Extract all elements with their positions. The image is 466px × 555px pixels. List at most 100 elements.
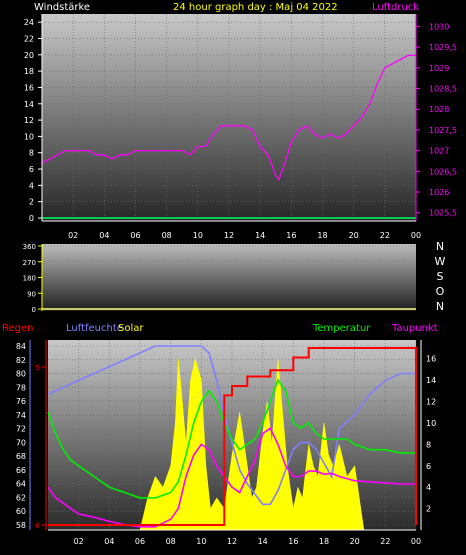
time-axis-tick-label: 20 — [350, 537, 360, 546]
direction-axis-tick-label: 90 — [27, 290, 36, 298]
pressure-wind-plot-area — [42, 14, 416, 221]
humidity-line — [47, 345, 416, 506]
time-axis-tick-label: 06 — [130, 231, 140, 240]
time-axis-tick-label: 18 — [319, 537, 329, 546]
direction-axis-tick-label: 0 — [32, 306, 36, 314]
pressure-axis-tick-label: 1028 — [429, 105, 449, 114]
legend-humidity: Luftfeuchte — [66, 323, 123, 334]
temperature-axis-tick-label: 14 — [426, 376, 436, 385]
time-axis-tick-label: 20 — [349, 231, 359, 240]
top-axis-ticks: 0246810121416182022241025,510261026,5102… — [24, 14, 457, 240]
wind-axis-tick-label: 18 — [24, 67, 34, 76]
wind-axis-tick-label: 0 — [29, 214, 34, 223]
compass-label: O — [436, 285, 445, 298]
humidity-axis-tick-label: 78 — [16, 383, 26, 392]
pressure-axis-tick-label: 1027 — [429, 147, 449, 156]
time-axis-tick-label: 08 — [162, 231, 172, 240]
wind-axis-tick-label: 14 — [24, 100, 34, 109]
humidity-axis-tick-label: 66 — [16, 466, 26, 475]
temperature-axis-tick-label: 6 — [426, 462, 431, 471]
humidity-axis-tick-label: 68 — [16, 452, 26, 461]
humidity-axis-tick-label: 64 — [16, 480, 26, 489]
top-series — [41, 54, 416, 219]
temperature-axis-tick-label: 10 — [426, 419, 436, 428]
wind-axis-tick-label: 22 — [24, 34, 34, 43]
time-axis-tick-label: 22 — [380, 537, 390, 546]
humidity-axis-tick-label: 80 — [16, 370, 26, 379]
bottom-series — [47, 345, 417, 531]
temperature-line — [47, 378, 416, 499]
pressure-axis-tick-label: 1026,5 — [429, 167, 457, 176]
compass-label: S — [437, 270, 444, 283]
wind-axis-tick-label: 2 — [29, 198, 34, 207]
wind-axis-tick-label: 16 — [24, 83, 34, 92]
direction-axis-tick-label: 270 — [23, 259, 36, 267]
time-axis-tick-label: 10 — [193, 231, 203, 240]
time-axis-tick-label: 22 — [380, 231, 390, 240]
rain-axis-tick-label: 5 — [36, 364, 40, 372]
time-axis-tick-label: 00 — [411, 537, 421, 546]
time-axis-tick-label: 08 — [166, 537, 176, 546]
pressure-axis-tick-label: 1028,5 — [429, 85, 457, 94]
time-axis-tick-label: 04 — [99, 231, 109, 240]
humidity-axis-tick-label: 76 — [16, 397, 26, 406]
pressure-label: Luftdruck — [372, 2, 419, 13]
time-axis-tick-label: 16 — [288, 537, 298, 546]
temperature-axis-tick-label: 8 — [426, 440, 431, 449]
time-axis-tick-label: 02 — [74, 537, 84, 546]
pressure-axis-tick-label: 1030 — [429, 22, 449, 31]
wind-axis-tick-label: 20 — [24, 51, 34, 60]
humidity-axis-tick-label: 62 — [16, 493, 26, 502]
humidity-axis-tick-label: 60 — [16, 507, 26, 516]
direction-axis-tick-label: 180 — [23, 275, 36, 283]
time-axis-tick-label: 10 — [196, 537, 206, 546]
wind-axis-tick-label: 24 — [24, 18, 34, 27]
legend-dewpoint: Taupunkt — [391, 323, 438, 334]
wind-axis-tick-label: 8 — [29, 149, 34, 158]
time-axis-tick-label: 18 — [317, 231, 327, 240]
temperature-axis-tick-label: 4 — [426, 483, 431, 492]
wind-axis-tick-label: 12 — [24, 116, 34, 125]
time-axis-tick-label: 14 — [258, 537, 268, 546]
pressure-axis-tick-label: 1025,5 — [429, 209, 457, 218]
temperature-axis-tick-label: 12 — [426, 398, 436, 407]
legend-temperature: Temperatur — [312, 323, 371, 334]
rain-axis-tick-label: 0 — [36, 522, 40, 530]
wind-strength-label: Windstärke — [34, 2, 90, 13]
rain-line — [48, 347, 417, 526]
humidity-axis-tick-label: 70 — [16, 438, 26, 447]
dewpoint-line — [47, 427, 416, 528]
time-axis-tick-label: 02 — [68, 231, 78, 240]
legend-rain: Regen — [2, 323, 34, 334]
wind-axis-tick-label: 6 — [29, 165, 34, 174]
time-axis-tick-label: 06 — [135, 537, 145, 546]
chart-title: 24 hour graph day : Maj 04 2022 — [173, 2, 338, 13]
compass-label: N — [436, 240, 444, 253]
pressure-axis-tick-label: 1029,5 — [429, 43, 457, 52]
humidity-axis-tick-label: 84 — [16, 342, 26, 351]
time-axis-tick-label: 12 — [224, 231, 234, 240]
compass-label: N — [436, 300, 444, 313]
temperature-axis-tick-label: 2 — [426, 505, 431, 514]
pressure-axis-tick-label: 1026 — [429, 188, 449, 197]
direction-axis-tick-label: 360 — [23, 243, 36, 251]
middle-axis-ticks: 0 90 180 270 360 — [23, 243, 43, 314]
temperature-axis-tick-label: 16 — [426, 355, 436, 364]
humidity-axis-tick-label: 74 — [16, 411, 26, 420]
humidity-axis-tick-label: 82 — [16, 356, 26, 365]
time-axis-tick-label: 16 — [286, 231, 296, 240]
pressure-axis-tick-label: 1029 — [429, 64, 449, 73]
humidity-axis-tick-label: 58 — [16, 521, 26, 530]
pressure-line — [41, 54, 416, 181]
time-axis-tick-label: 14 — [255, 231, 265, 240]
pressure-axis-tick-label: 1027,5 — [429, 126, 457, 135]
bottom-axis-ticks: 5860626466687072747678808284246810121416… — [16, 340, 436, 546]
solar-area — [139, 358, 365, 531]
wind-axis-tick-label: 4 — [29, 181, 34, 190]
compass-label: W — [435, 255, 446, 268]
wind-axis-tick-label: 10 — [24, 132, 34, 141]
time-axis-tick-label: 12 — [227, 537, 237, 546]
humidity-axis-tick-label: 72 — [16, 425, 26, 434]
